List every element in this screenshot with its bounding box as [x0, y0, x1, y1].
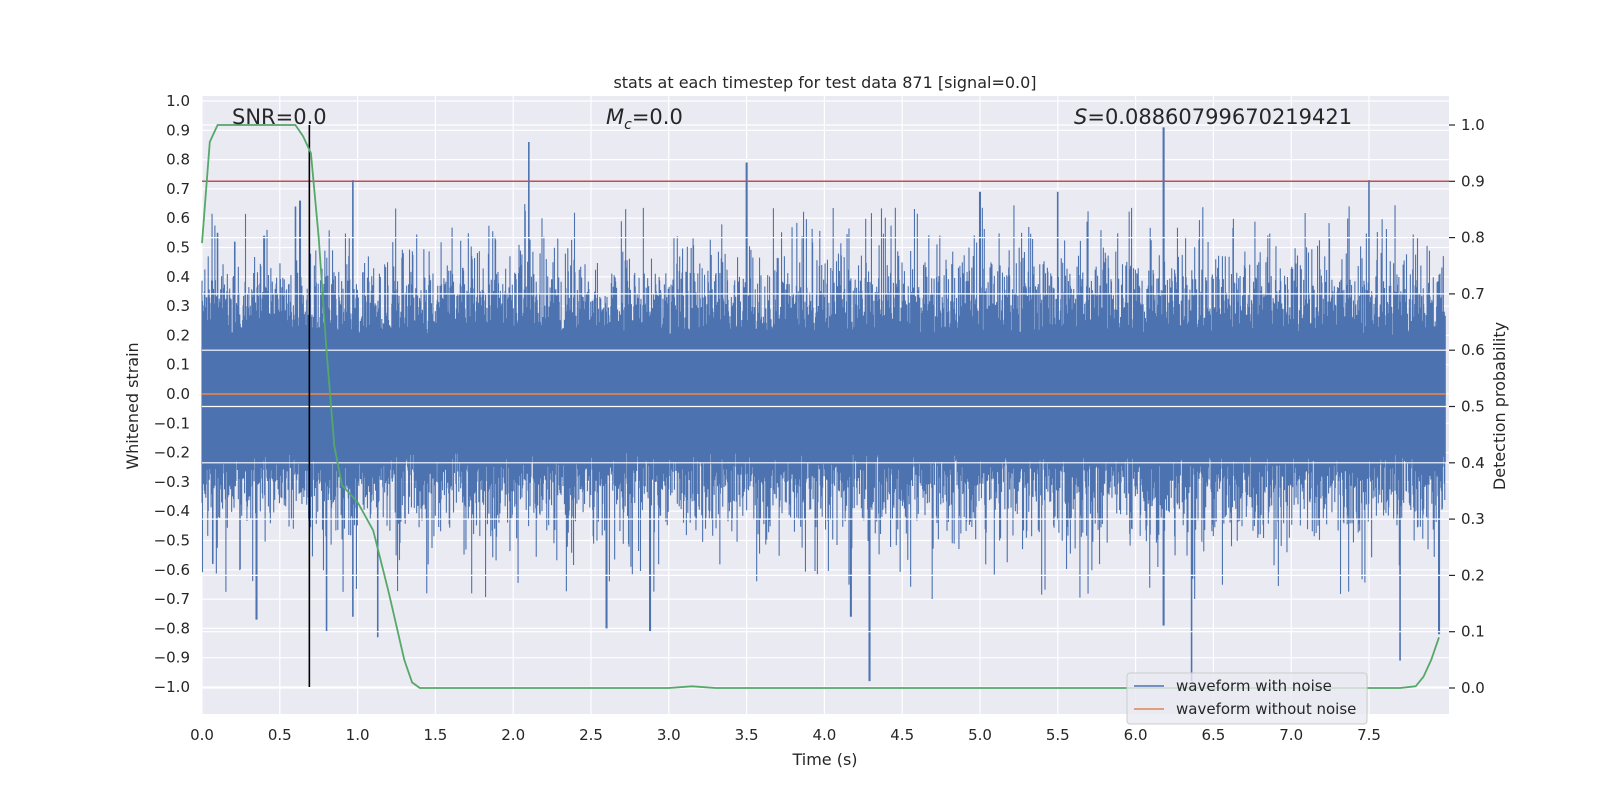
y2-tick-label: 0.5 — [1461, 398, 1485, 416]
y-tick-label: −0.9 — [154, 649, 190, 667]
y-tick-label: 0.3 — [166, 297, 190, 315]
y-tick-label: 0.0 — [166, 385, 190, 403]
x-tick-label: 5.5 — [1046, 726, 1070, 744]
y-axis-label: Whitened strain — [123, 342, 142, 469]
y-tick-label: −0.7 — [154, 590, 190, 608]
y-tick-label: 0.4 — [166, 268, 190, 286]
y-tick-label: 0.2 — [166, 326, 190, 344]
y-tick-label: 0.9 — [166, 121, 190, 139]
y-tick-label: −0.3 — [154, 473, 190, 491]
y-tick-label: −0.1 — [154, 414, 190, 432]
mc-annotation: Mc=0.0 — [606, 105, 683, 133]
y-tick-label: −0.5 — [154, 532, 190, 550]
x-tick-label: 1.0 — [346, 726, 370, 744]
legend-label-clean: waveform without noise — [1176, 700, 1356, 718]
legend-box — [1126, 672, 1368, 725]
y-tick-label: −0.2 — [154, 444, 190, 462]
chart-title: stats at each timestep for test data 871… — [613, 73, 1036, 92]
s-annotation: S=0.08860799670219421 — [1074, 105, 1352, 129]
legend: waveform with noise waveform without noi… — [1126, 672, 1368, 725]
overlays — [201, 124, 1449, 689]
x-tick-label: 2.5 — [579, 726, 603, 744]
y2-tick-label: 0.3 — [1461, 510, 1485, 528]
x-tick-label: 7.0 — [1279, 726, 1303, 744]
y2-tick-label: 0.4 — [1461, 454, 1485, 472]
x-tick-label: 4.5 — [890, 726, 914, 744]
x-tick-label: 6.5 — [1201, 726, 1225, 744]
x-tick-label: 0.0 — [190, 726, 214, 744]
noise-waveform — [201, 127, 1446, 682]
x-tick-label: 3.5 — [735, 726, 759, 744]
y-tick-label: −0.8 — [154, 619, 190, 637]
x-tick-label: 0.5 — [268, 726, 292, 744]
x-tick-label: 7.5 — [1357, 726, 1381, 744]
axes: 0.0 0.5 1.0 1.5 2.0 2.5 3.0 3.5 4.0 4.5 5.0 5.5 6.0 6… — [154, 92, 1485, 744]
y2-tick-label: 0.0 — [1461, 679, 1485, 697]
legend-label-noise: waveform with noise — [1176, 677, 1332, 695]
y-tick-label: 1.0 — [166, 92, 190, 110]
x-tick-label: 5.0 — [968, 726, 992, 744]
y-tick-label: −1.0 — [154, 678, 190, 696]
x-tick-label: 4.0 — [812, 726, 836, 744]
x-tick-label: 6.0 — [1124, 726, 1148, 744]
y-tick-label: 0.6 — [166, 209, 190, 227]
y2-tick-label: 0.8 — [1461, 229, 1485, 247]
y2-tick-label: 0.2 — [1461, 566, 1485, 584]
x-tick-label: 3.0 — [657, 726, 681, 744]
y-tick-label: 0.1 — [166, 356, 190, 374]
y-tick-label: −0.6 — [154, 561, 190, 579]
y-tick-label: 0.7 — [166, 180, 190, 198]
snr-annotation: SNR=0.0 — [232, 105, 327, 129]
y2-tick-label: 0.1 — [1461, 623, 1485, 641]
x-tick-label: 2.0 — [501, 726, 525, 744]
x-axis-label: Time (s) — [791, 750, 857, 769]
y-tick-label: 0.8 — [166, 151, 190, 169]
y-tick-label: −0.4 — [154, 502, 190, 520]
noise-core-band — [202, 341, 1446, 444]
y-tick-label: 0.5 — [166, 239, 190, 257]
y2-tick-label: 0.7 — [1461, 285, 1485, 303]
x-tick-label: 1.5 — [423, 726, 447, 744]
y2-tick-label: 0.6 — [1461, 341, 1485, 359]
y2-tick-label: 1.0 — [1461, 116, 1485, 134]
y2-axis-label: Detection probability — [1490, 322, 1509, 490]
y2-tick-label: 0.9 — [1461, 172, 1485, 190]
